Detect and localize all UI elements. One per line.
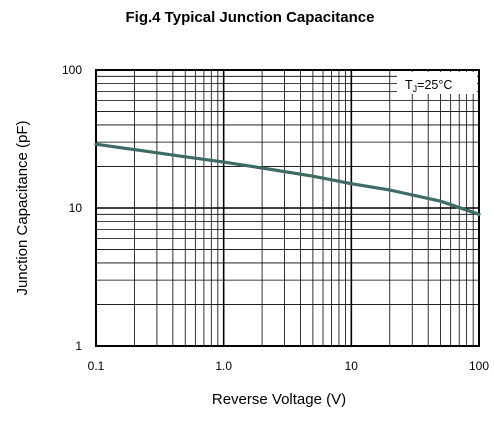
annotation-subscript: J [413,84,418,94]
capacitance-curve [94,142,481,216]
annotation-suffix: =25°C [417,78,452,92]
x-tick-label: 10 [345,359,359,373]
annotation-text: TJ=25°C [405,78,452,94]
y-tick-labels: 1 10 100 [62,63,82,353]
y-axis-label: Junction Capacitance (pF) [14,120,31,295]
annotation-prefix: T [405,78,413,92]
x-tick-labels: 0.1 1.0 10 100 [88,359,490,373]
y-tick-label: 100 [62,63,82,77]
x-tick-label: 1.0 [215,359,232,373]
plot-frame [95,69,480,347]
x-tick-label: 100 [469,359,489,373]
curve-layer [94,142,481,216]
annotation-box: TJ=25°C [397,72,477,94]
y-tick-label: 1 [75,339,82,353]
grid-major [96,70,479,346]
x-tick-label: 0.1 [88,359,105,373]
y-tick-label: 10 [69,201,83,215]
x-axis-label: Reverse Voltage (V) [212,391,346,408]
chart-title: Fig.4 Typical Junction Capacitance [126,9,375,26]
